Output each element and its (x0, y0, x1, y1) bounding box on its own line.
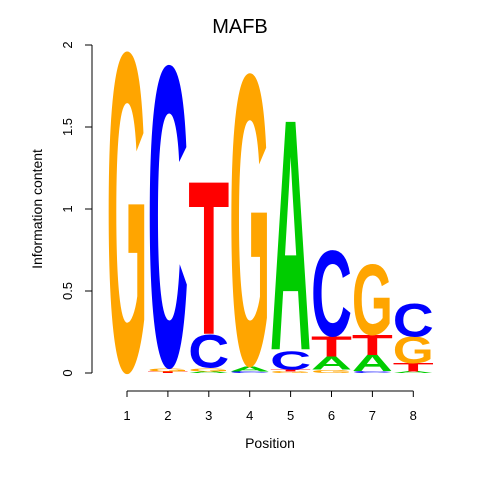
logo-letter-C: C (147, 0, 188, 456)
logo-letter-G: G (188, 367, 229, 372)
x-tick-label: 4 (246, 408, 253, 423)
x-tick-label: 3 (205, 408, 212, 423)
y-tick-label: 1.5 (60, 118, 75, 136)
logo-letter-A: A (352, 351, 393, 377)
logo-letter-G: G (270, 371, 311, 374)
logo-letter-G: G (107, 0, 148, 467)
x-tick-label: 8 (410, 408, 417, 423)
logo-letter-T: T (393, 361, 434, 374)
logo-letter-A: A (270, 51, 311, 420)
logo-letter-G: G (229, 0, 270, 452)
logo-column-1: G (107, 0, 148, 467)
logo-letter-T: T (270, 369, 311, 372)
x-tick-label: 1 (123, 408, 130, 423)
logo-letter-T: T (188, 136, 229, 381)
logo-letter-T: T (311, 331, 352, 363)
y-tick-label: 1 (60, 205, 75, 212)
logo-letter-A: A (188, 371, 229, 374)
logo-letter-C: C (270, 347, 311, 376)
x-axis-label: Position (245, 435, 295, 451)
logo-letter-T: T (147, 371, 188, 374)
chart-title: MAFB (212, 16, 268, 38)
logo-letter-A: A (229, 365, 270, 373)
logo-column-4: CAG (229, 0, 270, 452)
y-axis-label: Information content (29, 149, 45, 269)
y-tick-label: 2 (60, 41, 75, 48)
logo-letter-C: C (393, 295, 434, 347)
logo-letter-G: G (352, 244, 393, 357)
logo-letter-C: C (188, 326, 229, 378)
y-tick-label: 0.5 (60, 282, 75, 300)
x-tick-label: 5 (287, 408, 294, 423)
logo-letter-C: C (352, 371, 393, 374)
logo-letter-A: A (311, 353, 352, 374)
x-tick-label: 7 (369, 408, 376, 423)
x-axis: 1 2 3 4 5 6 7 8 (123, 390, 417, 423)
y-tick-label: 0 (60, 369, 75, 376)
logo-letter-G: G (311, 369, 352, 374)
x-tick-label: 6 (328, 408, 335, 423)
x-tick-label: 2 (164, 408, 171, 423)
logo-letter-A: A (393, 371, 434, 374)
logo-letter-G: G (147, 367, 188, 372)
logo-letter-C: C (311, 226, 352, 363)
logo-letter-C: C (229, 371, 270, 374)
logo-letter-G: G (393, 328, 434, 371)
logo-letter-T: T (352, 329, 393, 361)
logo-column-2: TGC (147, 0, 188, 456)
y-axis: 0 0.5 1 1.5 2 (60, 41, 93, 377)
